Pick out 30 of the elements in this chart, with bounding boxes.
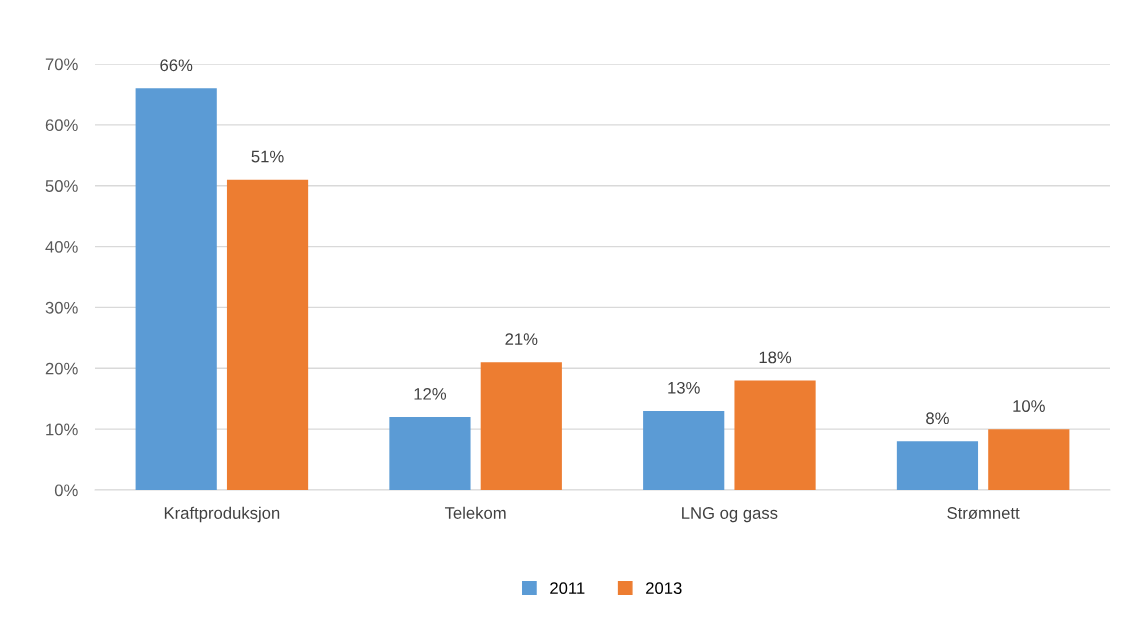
- bar: [480, 362, 562, 490]
- bar: [734, 380, 816, 490]
- data-label: 10%: [1013, 400, 1045, 412]
- data-label: 12%: [414, 387, 447, 400]
- y-tick-label: 40%: [45, 240, 78, 253]
- x-tick-label: Kraftproduksjon: [164, 506, 280, 523]
- y-tick-label: 50%: [45, 180, 78, 192]
- data-label: 8%: [926, 412, 949, 425]
- bar: [643, 410, 725, 490]
- x-tick-label: Strømnett: [947, 507, 1020, 520]
- bar: [988, 429, 1070, 490]
- data-label: 51%: [251, 150, 284, 163]
- data-label: 18%: [759, 351, 792, 364]
- y-tick-label: 20%: [45, 362, 78, 375]
- legend-label: 2011: [550, 582, 585, 595]
- data-label: 21%: [505, 333, 538, 345]
- bar: [135, 88, 217, 490]
- bar: [389, 416, 471, 490]
- bar: [896, 441, 979, 490]
- y-tick-label: 10%: [46, 423, 78, 436]
- data-label: 66%: [160, 59, 193, 72]
- legend-label: 2013: [646, 582, 682, 595]
- x-tick-label: LNG og gass: [682, 507, 778, 523]
- y-tick-label: 0%: [54, 484, 78, 497]
- y-tick-label: 60%: [45, 119, 78, 132]
- x-tick-label: Telekom: [444, 506, 506, 519]
- y-tick-label: 70%: [45, 58, 78, 71]
- data-label: 13%: [668, 381, 700, 394]
- y-tick-label: 30%: [45, 301, 78, 314]
- bar: [226, 179, 309, 490]
